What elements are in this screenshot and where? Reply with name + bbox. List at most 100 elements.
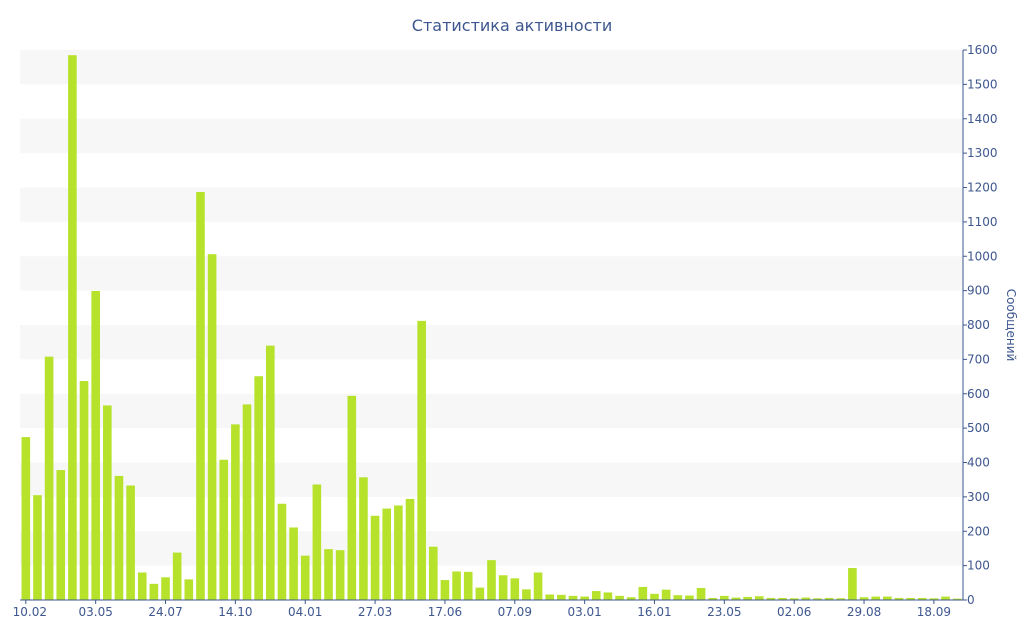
bar (789, 598, 799, 600)
y-tick-label: 1000 (967, 249, 998, 263)
bar (754, 596, 764, 600)
bar (277, 503, 287, 600)
y-tick-label: 1200 (967, 181, 998, 195)
bar (114, 475, 124, 600)
bar (370, 515, 380, 600)
bar (720, 595, 729, 601)
bar (68, 55, 77, 601)
y-tick-label: 200 (967, 524, 990, 538)
x-tick-label: 02.06 (777, 605, 811, 619)
y-tick-label: 300 (967, 490, 990, 504)
bar (603, 592, 613, 600)
bar (487, 560, 496, 601)
bar (300, 555, 310, 600)
bar (731, 597, 741, 600)
bar (568, 595, 578, 601)
grid-bands (20, 50, 963, 566)
chart-title: Статистика активности (412, 16, 612, 35)
grid-band (20, 50, 963, 85)
bar (103, 405, 112, 600)
x-tick-label: 27.03 (358, 605, 392, 619)
bar (137, 572, 147, 600)
bar (836, 598, 846, 600)
bar (91, 290, 100, 600)
x-tick-label: 23.05 (707, 605, 741, 619)
x-tick-label: 29.08 (847, 605, 881, 619)
bar (673, 595, 683, 600)
bar (242, 404, 252, 600)
bar (359, 477, 368, 600)
bar (871, 596, 880, 600)
bar (533, 572, 543, 600)
bar (382, 508, 392, 600)
bar (44, 356, 54, 601)
y-tick-label: 400 (967, 456, 990, 470)
y-tick-label: 1500 (967, 77, 998, 91)
bar (917, 597, 927, 600)
bar (161, 577, 170, 600)
bar (463, 571, 473, 600)
bars (21, 55, 962, 601)
bar (21, 437, 31, 600)
bar (347, 395, 357, 600)
x-tick-label: 03.01 (567, 605, 601, 619)
bar (696, 587, 706, 600)
grid-band (20, 256, 963, 291)
bar (545, 594, 555, 600)
x-tick-label: 18.09 (917, 605, 951, 619)
y-tick-label: 0 (967, 593, 975, 607)
bar (848, 568, 857, 600)
bar (254, 376, 263, 600)
x-tick-label: 24.07 (148, 605, 182, 619)
y-axis-label: Сообщений (1004, 289, 1018, 362)
bar (813, 598, 822, 600)
bar (626, 597, 636, 600)
bar (440, 580, 450, 600)
bar (638, 586, 648, 600)
bar (417, 320, 426, 601)
bar (219, 459, 229, 600)
bar (615, 595, 624, 601)
y-tick-label: 800 (967, 318, 990, 332)
bar (859, 597, 869, 600)
bar (196, 191, 205, 600)
bar (289, 527, 298, 600)
bar (475, 587, 485, 601)
bar (580, 596, 589, 600)
bar (231, 424, 240, 600)
bar (33, 495, 42, 600)
bar (394, 505, 403, 600)
x-tick-label: 04.01 (288, 605, 322, 619)
y-tick-label: 100 (967, 559, 990, 573)
bar (661, 589, 671, 600)
bar (452, 571, 461, 600)
y-tick-label: 1100 (967, 215, 998, 229)
grid-band (20, 462, 963, 497)
bar (778, 597, 787, 600)
bar (522, 589, 531, 600)
bar (126, 485, 135, 600)
bar (428, 546, 438, 600)
x-tick-label: 10.02 (13, 605, 47, 619)
y-tick-label: 500 (967, 421, 990, 435)
bar (929, 598, 939, 600)
bar (685, 595, 694, 600)
grid-band (20, 393, 963, 429)
x-tick-label: 03.05 (78, 605, 112, 619)
bar (184, 579, 194, 601)
bar (79, 381, 89, 600)
x-tick-label: 14.10 (218, 605, 252, 619)
grid-band (20, 325, 963, 360)
bar (906, 597, 915, 600)
bar (801, 597, 811, 600)
bar (952, 598, 962, 601)
bar (335, 550, 345, 600)
bar (557, 594, 566, 600)
x-axis-ticks: 10.02 03.05 24.07 14.10 04.01 27.03 17.06 07.09… (13, 600, 951, 619)
y-axis-ticks: 0 100 200 300 400 500 600 700 800 900 1000 1100 1200… (963, 43, 998, 607)
bar (708, 597, 718, 600)
grid-band (20, 187, 963, 222)
y-tick-label: 700 (967, 352, 990, 366)
bar (172, 552, 182, 600)
